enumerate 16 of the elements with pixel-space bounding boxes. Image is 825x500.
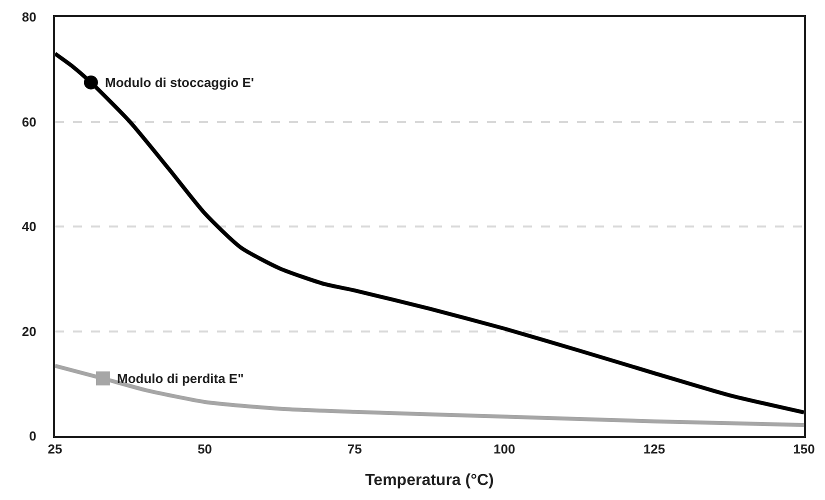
y-tick-label: 60 xyxy=(22,114,36,130)
x-tick-label: 125 xyxy=(643,442,666,457)
annotation: Modulo di stoccaggio E' xyxy=(105,75,254,90)
line-series xyxy=(55,52,804,414)
line-series xyxy=(55,364,804,427)
annotation: Modulo di perdita E" xyxy=(117,371,244,386)
x-tick-label: 75 xyxy=(347,442,362,457)
y-tick-label: 80 xyxy=(22,10,36,25)
x-tick-label: 100 xyxy=(494,442,516,457)
x-tick-label: 150 xyxy=(793,442,815,457)
y-tick-label: 20 xyxy=(22,324,36,339)
x-axis-title: Temperatura (°C) xyxy=(365,472,494,489)
y-tick-label: 40 xyxy=(22,219,36,234)
x-tick-label: 50 xyxy=(198,442,212,457)
x-tick-label: 25 xyxy=(48,442,62,457)
y-tick-label: 0 xyxy=(29,428,36,444)
